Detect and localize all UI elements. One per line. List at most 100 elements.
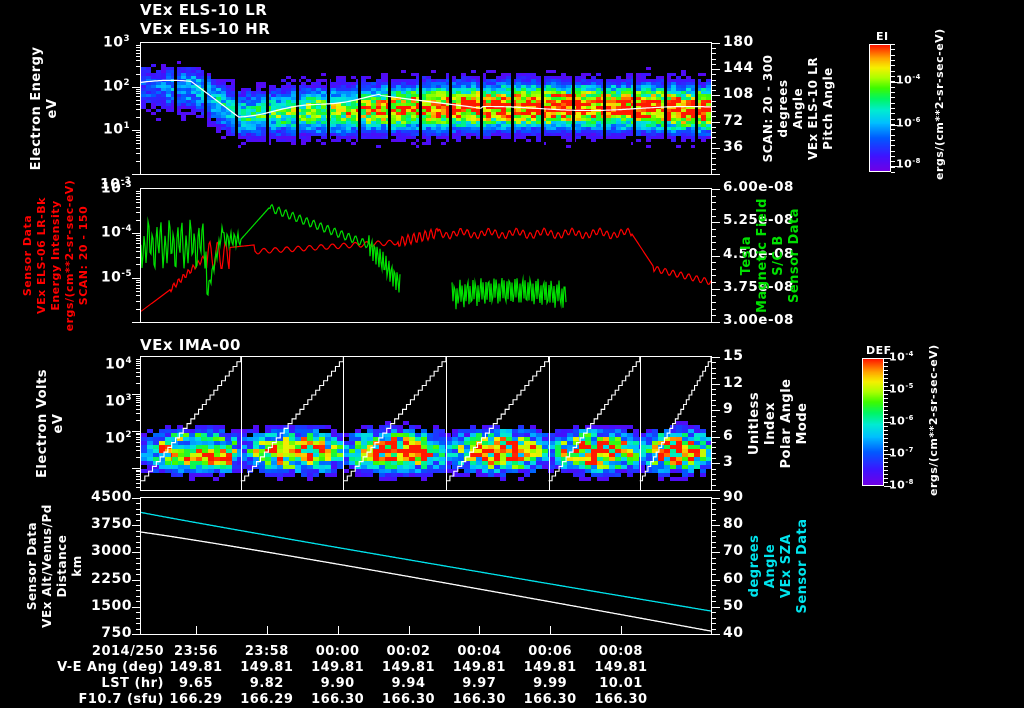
panel4-left-label-line-1: VEx Alt/Venus/Pd (40, 504, 54, 628)
time-cell-r2-c0: 166.29 (169, 692, 223, 707)
colorbar-ei-minor (891, 113, 895, 114)
axis-tick-minor (136, 558, 141, 559)
axis-tick (711, 174, 720, 175)
axis-tick-minor (711, 315, 716, 316)
axis-tick (136, 365, 141, 366)
time-cell-r0-c0: 149.81 (169, 660, 223, 675)
panel2-right-label-line-0: Tesla (739, 235, 754, 276)
colorbar-ei-minor (891, 103, 895, 104)
panel2-right-label-line-1: Magnetic Field (755, 198, 770, 313)
axis-tick-minor (711, 295, 716, 296)
colorbar-def-minor (884, 434, 888, 435)
panel3-ytick-2: 102 (104, 430, 132, 447)
axis-tick (136, 91, 141, 92)
axis-tick (711, 580, 720, 581)
colorbar-def-minor (884, 474, 888, 475)
axis-tick (136, 251, 141, 252)
axis-tick-minor (711, 132, 716, 133)
colorbar-ei-tick-2: 10-8 (896, 157, 921, 171)
axis-tick (711, 322, 720, 323)
axis-tick (136, 104, 141, 105)
axis-tick (136, 207, 141, 208)
panel3-ytick-1: 103 (104, 393, 132, 410)
time-tick-4: 00:04 (457, 644, 502, 659)
colorbar-ei-minor (891, 55, 895, 56)
colorbar-ei-tickmark (891, 166, 898, 167)
axis-tick-minor (136, 509, 141, 510)
axis-tick (132, 174, 141, 175)
axis-tick (136, 471, 141, 472)
colorbar-def-minor (884, 426, 888, 427)
time-date-label: 2014/250 (91, 644, 164, 659)
axis-tick-minor (711, 362, 716, 363)
time-axis-tickmark (267, 626, 268, 634)
colorbar-def-unit-text-line-0: ergs/(cm**2-sr-sec-eV) (927, 344, 940, 496)
axis-tick (711, 256, 720, 257)
axis-tick (136, 148, 141, 149)
colorbar-def-title: DEF (866, 344, 892, 357)
axis-tick (136, 238, 141, 239)
panel2-rtick-2: 4.50e-08 (723, 245, 794, 262)
time-axis-tickmark (479, 626, 480, 634)
colorbar-ei-minor (891, 76, 895, 77)
axis-tick (136, 89, 141, 90)
panel1-right-label-line-4: Pitch Angle (821, 67, 835, 150)
axis-tick-minor (711, 558, 716, 559)
axis-tick-minor (711, 309, 716, 310)
axis-tick (136, 153, 141, 154)
axis-tick-minor (711, 442, 716, 443)
axis-tick-minor (711, 479, 716, 480)
axis-tick (132, 233, 141, 234)
axis-tick (711, 490, 720, 491)
axis-tick (136, 398, 141, 399)
time-cell-r2-c5: 166.30 (523, 692, 577, 707)
axis-tick (136, 50, 141, 51)
time-cell-r1-c5: 9.99 (533, 676, 568, 691)
panel3-rtick-3: 6 (723, 427, 734, 444)
panel1-right-label-line-3: VEx ELS-10 LR (806, 56, 820, 161)
axis-tick (136, 474, 141, 475)
colorbar-ei-minor (891, 71, 895, 72)
panel3-left-label-line-0: Electron Volts (35, 369, 50, 478)
panel3-title: VEx IMA-00 (140, 336, 241, 354)
axis-tick-minor (711, 236, 716, 237)
axis-tick-minor (136, 623, 141, 624)
panel1-ytick-2: 101 (102, 121, 130, 138)
axis-tick (136, 288, 141, 289)
panel2-rtick-3: 3.75e-08 (723, 278, 794, 295)
axis-tick (132, 607, 141, 608)
axis-tick-minor (711, 143, 716, 144)
axis-tick-minor (711, 400, 716, 401)
axis-tick (136, 282, 141, 283)
axis-tick-minor (711, 416, 716, 417)
time-row-label-1: LST (hr) (101, 676, 164, 691)
colorbar-def-minor (884, 430, 888, 431)
axis-tick (136, 400, 141, 401)
axis-tick (711, 222, 720, 223)
axis-tick-minor (711, 447, 716, 448)
axis-tick (136, 132, 141, 133)
panel2-ytick-1: 10-4 (100, 224, 132, 241)
colorbar-def-minor (884, 442, 888, 443)
colorbar-ei-minor (891, 97, 895, 98)
panel1-right-label-line-0: SCAN: 20 - 300 (761, 54, 775, 163)
axis-tick-minor (711, 574, 716, 575)
axis-tick (136, 483, 141, 484)
axis-tick (136, 137, 141, 138)
axis-tick (711, 607, 720, 608)
axis-tick (136, 202, 141, 203)
axis-tick (711, 148, 720, 149)
axis-tick (711, 289, 720, 290)
colorbar-def-tick-2: 10-6 (889, 414, 914, 428)
axis-tick (136, 446, 141, 447)
axis-tick (136, 470, 141, 471)
axis-tick (132, 322, 141, 323)
colorbar-ei-minor (891, 140, 895, 141)
axis-tick-minor (711, 169, 716, 170)
time-tick-2: 00:00 (315, 644, 360, 659)
axis-tick-minor (711, 137, 716, 138)
axis-tick (136, 479, 141, 480)
axis-tick-minor (711, 453, 716, 454)
axis-tick-minor (711, 569, 716, 570)
panel4-rtick-1: 80 (723, 516, 744, 533)
